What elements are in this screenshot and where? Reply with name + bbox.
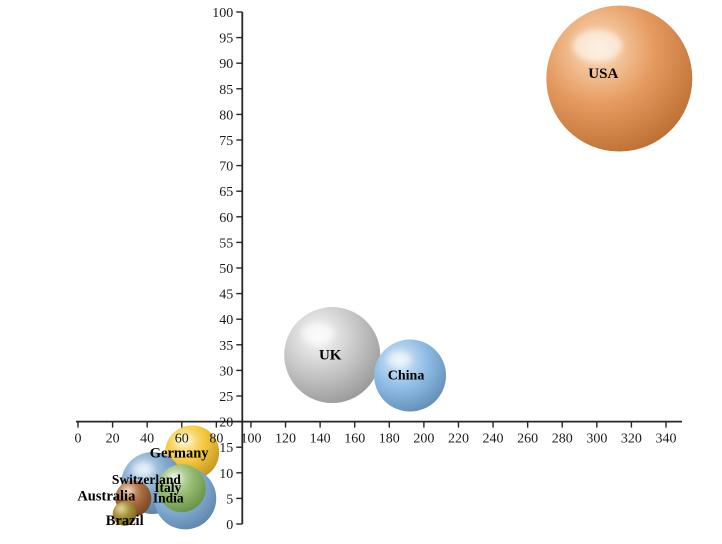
x-axis-tick-label: 100: [240, 432, 261, 447]
bubble-highlight-australia: [121, 486, 135, 495]
bubble-highlight-switzerland: [132, 462, 154, 476]
y-axis-tick-label: 15: [219, 441, 233, 456]
y-axis-tick-label: 100: [212, 6, 233, 21]
bubble-label-switzerland: Switzerland: [112, 472, 181, 487]
bubble-highlight-germany: [174, 434, 194, 447]
bubble-label-china: China: [388, 369, 425, 384]
bubble-label-australia: Australia: [77, 489, 136, 505]
bubble-highlight-uk: [301, 322, 335, 344]
x-axis-tick-label: 20: [106, 432, 120, 447]
y-axis-tick-label: 60: [219, 211, 233, 226]
y-axis-tick-label: 10: [219, 467, 233, 482]
x-axis-tick-label: 120: [275, 432, 296, 447]
y-axis-tick-label: 70: [219, 160, 233, 175]
y-axis-tick-label: 0: [226, 518, 233, 533]
x-axis-tick-label: 200: [413, 432, 434, 447]
bubble-usa: [546, 5, 693, 152]
bubble-label-italy: Italy: [154, 480, 181, 495]
y-axis-tick-label: 25: [219, 390, 233, 405]
y-axis-tick-label: 85: [219, 83, 233, 98]
x-axis-tick-label: 300: [586, 432, 607, 447]
y-axis-tick-label: 65: [219, 185, 233, 200]
bubble-highlight-china: [387, 351, 412, 368]
x-axis-tick-label: 140: [310, 432, 331, 447]
y-axis-tick-label: 95: [219, 32, 233, 47]
y-axis-tick-label: 50: [219, 262, 233, 277]
bubble-label-india: India: [153, 490, 184, 505]
bubble-label-usa: USA: [588, 66, 618, 82]
bubble-label-germany: Germany: [150, 446, 210, 462]
x-axis-tick-label: 320: [621, 432, 642, 447]
bubble-highlight-brazil: [117, 505, 126, 511]
bubble-label-uk: UK: [319, 347, 342, 363]
y-axis-tick-label: 40: [219, 313, 233, 328]
y-axis-tick-label: 30: [219, 364, 233, 379]
x-axis-tick-label: 280: [552, 432, 573, 447]
y-axis-tick-label: 80: [219, 108, 233, 123]
bubble-highlight-usa: [572, 29, 623, 62]
y-axis-tick-label: 20: [219, 416, 233, 431]
x-axis-tick-label: 240: [483, 432, 504, 447]
x-axis-tick-label: 0: [75, 432, 82, 447]
x-axis-tick-label: 40: [140, 432, 154, 447]
y-axis-tick-label: 35: [219, 339, 233, 354]
x-axis-tick-label: 180: [379, 432, 400, 447]
y-axis-tick-label: 55: [219, 236, 233, 251]
x-axis-tick-label: 60: [175, 432, 189, 447]
y-axis-tick-label: 45: [219, 288, 233, 303]
y-axis-tick-label: 75: [219, 134, 233, 149]
bubble-label-brazil: Brazil: [106, 513, 144, 529]
y-axis-tick-label: 5: [226, 492, 233, 507]
x-axis-tick-label: 340: [656, 432, 677, 447]
x-axis-tick-label: 80: [209, 432, 223, 447]
y-axis-tick-label: 90: [219, 57, 233, 72]
x-axis-tick-label: 220: [448, 432, 469, 447]
x-axis-tick-label: 160: [344, 432, 365, 447]
bubble-highlight-italy: [166, 472, 183, 483]
x-axis-tick-label: 260: [517, 432, 538, 447]
